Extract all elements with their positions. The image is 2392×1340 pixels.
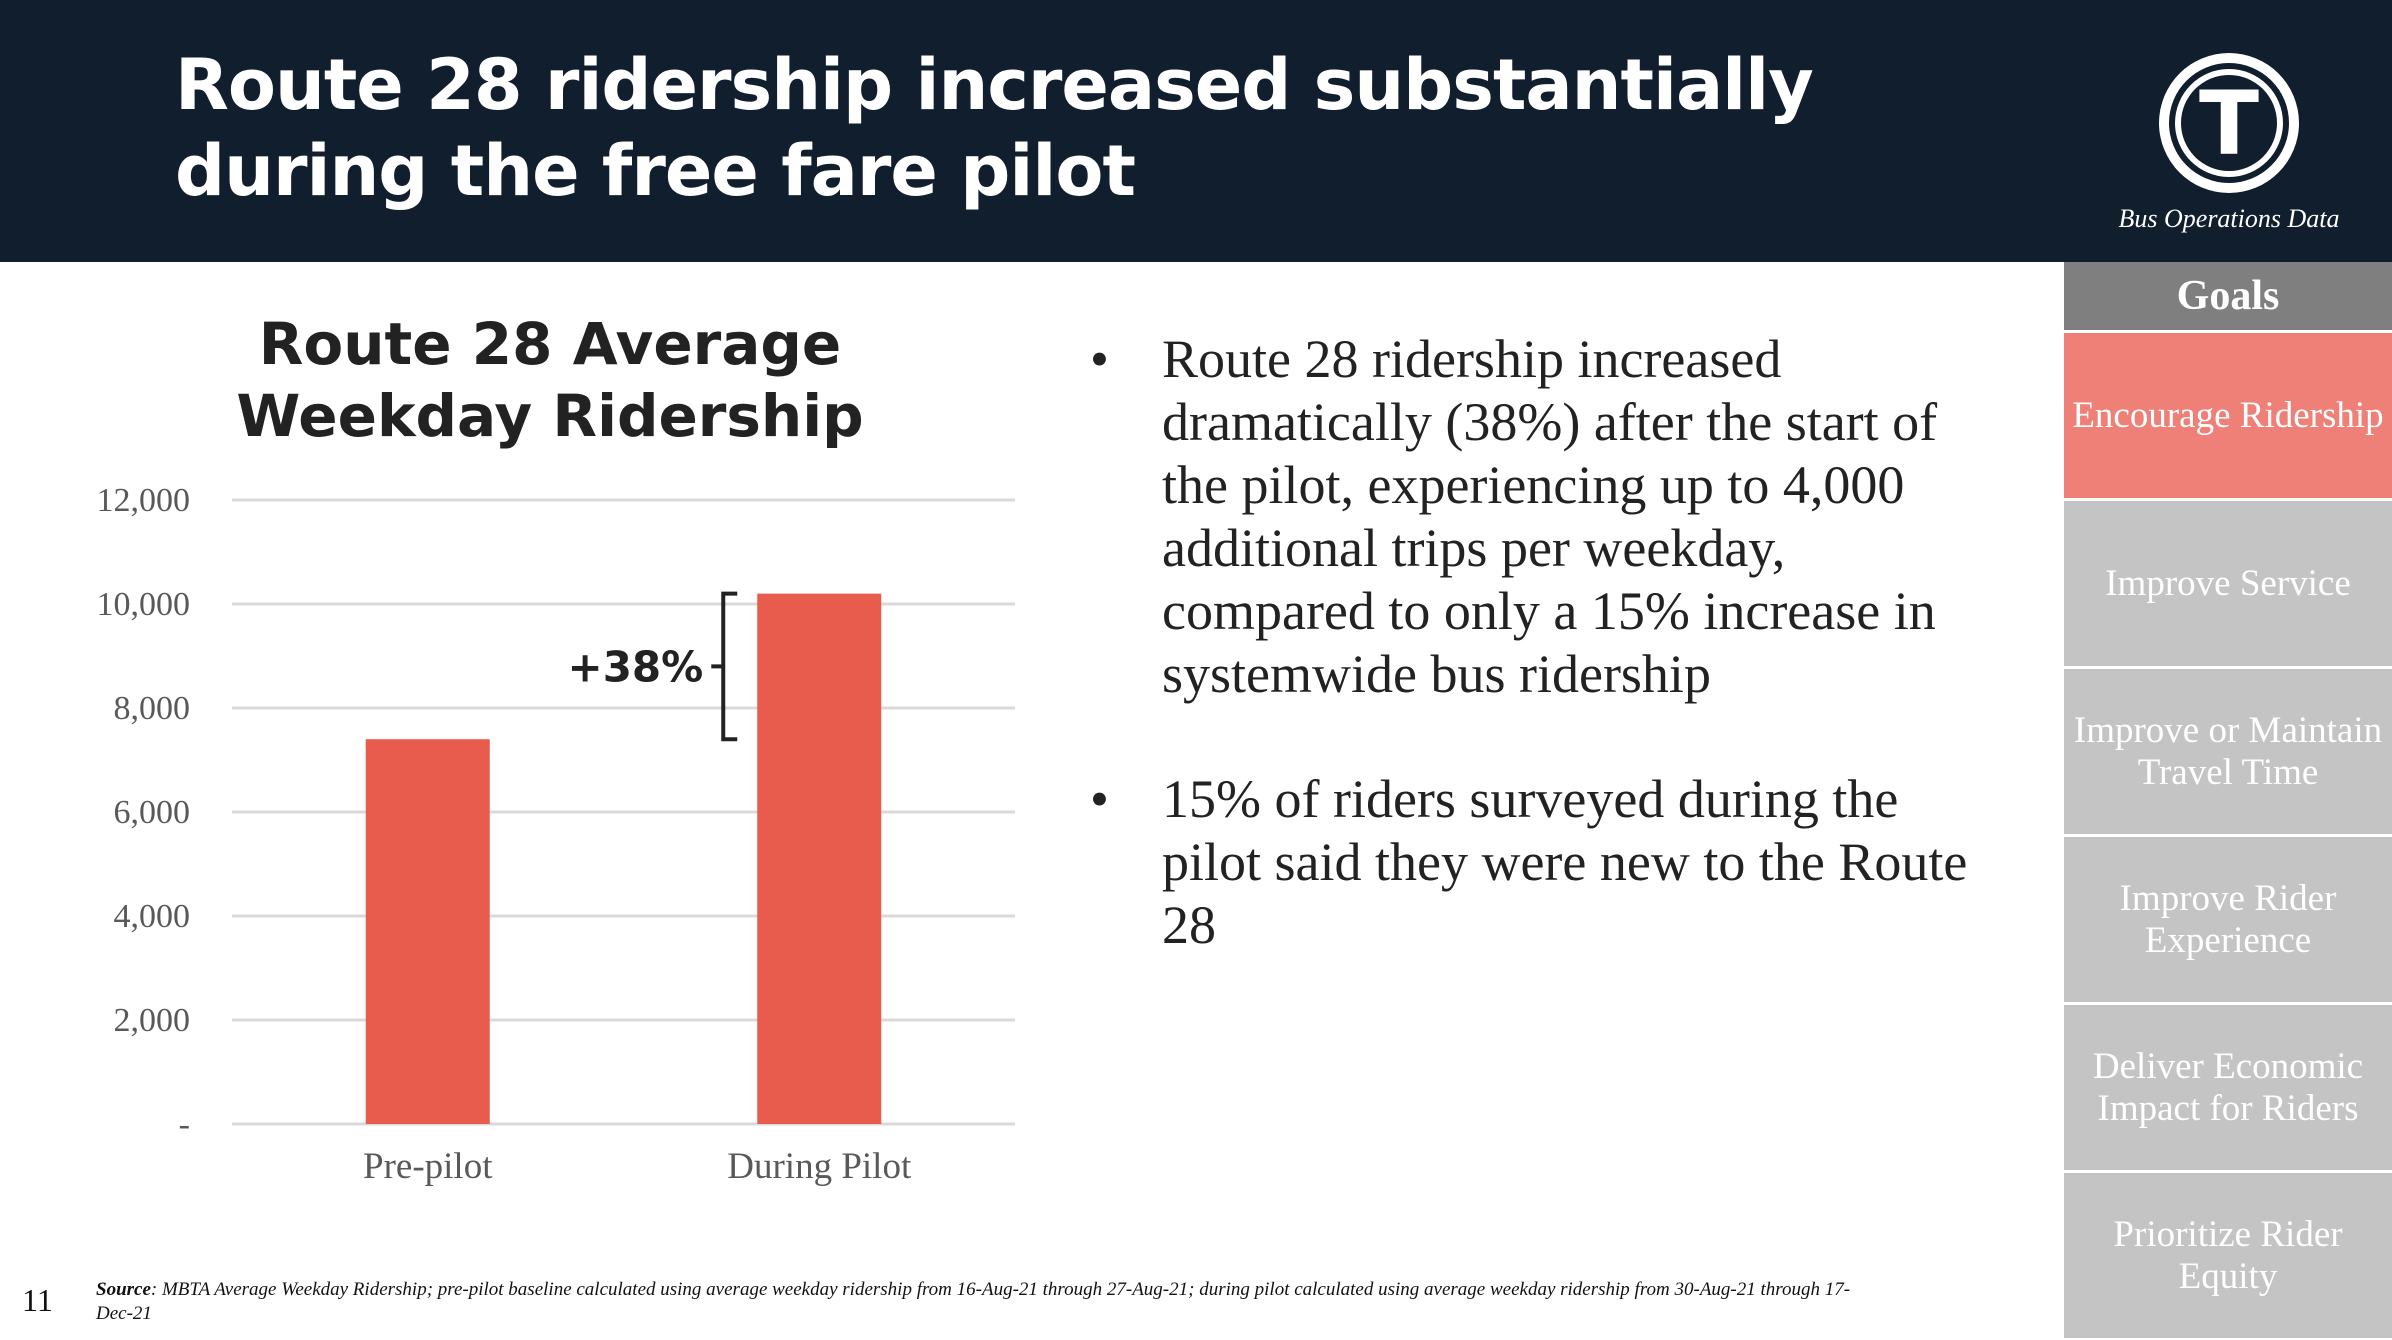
ridership-bar-chart: - 2,000 4,000 6,000 8,000 10,000 12,000 Pre-pil… xyxy=(97,482,1015,1187)
x-tick-label: During Pilot xyxy=(727,1146,912,1187)
goal-encourage-ridership: Encourage Ridership xyxy=(2064,330,2392,498)
x-tick-label: Pre-pilot xyxy=(363,1146,493,1187)
bar xyxy=(757,593,882,1124)
goal-improve-service: Improve Service xyxy=(2064,498,2392,666)
page-number: 11 xyxy=(22,1282,53,1318)
bullet-list: • Route 28 ridership increased dramatica… xyxy=(1090,328,2010,1019)
y-tick-label: - xyxy=(179,1106,190,1143)
goal-rider-experience: Improve Rider Experience xyxy=(2064,834,2392,1002)
bullet-marker: • xyxy=(1090,769,1109,829)
y-tick-label: 12,000 xyxy=(97,482,191,519)
header-bar: Route 28 ridership increased substantial… xyxy=(0,0,2392,262)
chart-title: Route 28 Average Weekday Ridership xyxy=(236,310,864,450)
mbta-logo-icon: T xyxy=(2159,53,2299,193)
goal-travel-time: Improve or Maintain Travel Time xyxy=(2064,666,2392,834)
y-tick-label: 8,000 xyxy=(114,690,191,727)
goal-economic-impact: Deliver Economic Impact for Riders xyxy=(2064,1002,2392,1170)
logo-caption: Bus Operations Data xyxy=(2118,204,2340,233)
logo-letter: T xyxy=(2199,72,2259,175)
bullet-text: 15% of riders surveyed during the pilot … xyxy=(1162,769,1968,955)
bullet-text: Route 28 ridership increased dramaticall… xyxy=(1162,329,1938,704)
goals-heading: Goals xyxy=(2064,262,2392,330)
bullet-marker: • xyxy=(1090,329,1109,389)
annotation-bracket xyxy=(711,591,738,742)
bullet-item: • 15% of riders surveyed during the pilo… xyxy=(1090,768,2010,957)
goal-rider-equity: Prioritize Rider Equity xyxy=(2064,1170,2392,1338)
y-tick-label: 2,000 xyxy=(114,1002,191,1039)
annotation-label: +38% xyxy=(568,642,704,691)
source-note: Source: MBTA Average Weekday Ridership; … xyxy=(96,1279,1851,1324)
bullet-item: • Route 28 ridership increased dramatica… xyxy=(1090,328,2010,706)
y-tick-label: 6,000 xyxy=(114,794,191,831)
page-title: Route 28 ridership increased substantial… xyxy=(175,44,1814,212)
goals-sidebar: Goals Encourage Ridership Improve Servic… xyxy=(2064,262,2392,1340)
y-tick-label: 10,000 xyxy=(97,586,191,623)
bar xyxy=(365,739,490,1124)
y-tick-label: 4,000 xyxy=(114,898,191,935)
